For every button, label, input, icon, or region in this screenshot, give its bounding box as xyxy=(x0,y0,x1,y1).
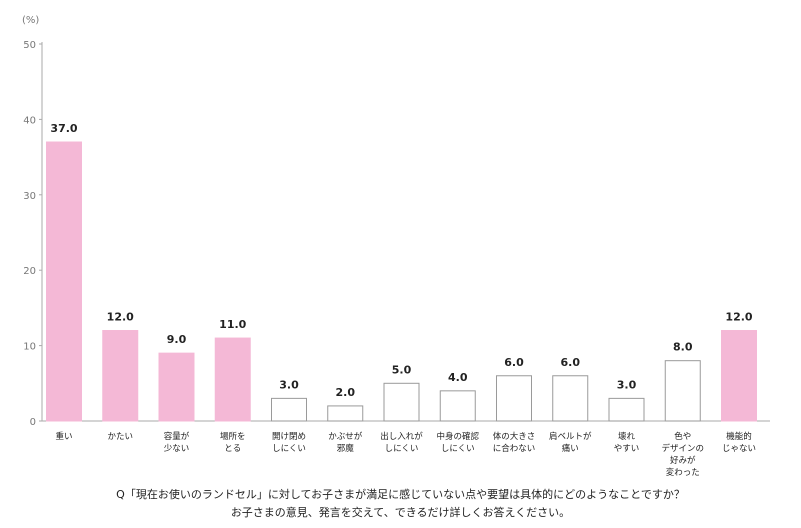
x-category-label: 機能的 xyxy=(726,431,752,442)
bar-value-label: 8.0 xyxy=(673,341,693,354)
bar xyxy=(439,390,476,422)
y-tick-label: 30 xyxy=(23,191,36,202)
x-category-label: 場所を xyxy=(220,431,246,442)
y-axis-unit-label: (%) xyxy=(22,15,39,26)
x-category-label: やすい xyxy=(614,444,640,454)
question-line-2: お子さまの意見、発言を交えて、できるだけ詳しくお答えください。 xyxy=(230,506,571,519)
x-category-label: 少ない xyxy=(164,444,190,454)
bar xyxy=(271,397,307,422)
y-tick-label: 0 xyxy=(30,417,36,428)
bar xyxy=(664,360,701,422)
bar xyxy=(214,337,251,422)
bar-value-label: 6.0 xyxy=(561,356,581,369)
bar xyxy=(158,352,195,422)
y-tick-label: 50 xyxy=(23,40,36,51)
bar xyxy=(46,141,82,422)
x-category-label: 肩ベルトが xyxy=(549,431,592,442)
bar xyxy=(608,397,645,422)
x-category-label: 変わった xyxy=(666,467,700,478)
x-category-label: 色や xyxy=(674,431,691,442)
bar-value-label: 3.0 xyxy=(279,378,299,391)
bar-value-label: 11.0 xyxy=(219,318,246,331)
bar xyxy=(102,330,139,422)
bar-value-label: 12.0 xyxy=(107,311,134,324)
x-category-label: 好みが xyxy=(670,455,696,466)
x-category-label: しにくい xyxy=(385,444,419,454)
x-category-label: かたい xyxy=(107,432,133,442)
x-category-label: じゃない xyxy=(722,444,756,454)
x-category-label: 容量が xyxy=(164,431,190,442)
x-category-label: に合わない xyxy=(493,443,536,454)
x-category-label: 出し入れが xyxy=(380,431,423,442)
bar xyxy=(327,405,364,422)
bar-value-label: 37.0 xyxy=(50,122,77,135)
question-line-1: Q「現在お使いのランドセル」に対してお子さまが満足に感じていない点や要望は具体的… xyxy=(116,488,685,501)
y-tick-label: 20 xyxy=(23,266,36,277)
x-category-label: かぶせが xyxy=(328,431,363,442)
bar-value-label: 5.0 xyxy=(392,363,412,376)
bar xyxy=(552,375,589,422)
x-category-label: しにくい xyxy=(441,444,475,454)
bar-value-label: 4.0 xyxy=(448,371,468,384)
bar xyxy=(496,375,532,422)
bar-value-label: 9.0 xyxy=(167,333,187,346)
bar xyxy=(383,382,420,422)
x-category-label: デザインの xyxy=(661,443,704,454)
bar-value-label: 6.0 xyxy=(504,356,524,369)
bar-value-label: 3.0 xyxy=(617,378,637,391)
x-category-label: 痛い xyxy=(562,443,579,454)
x-category-label: 中身の確認 xyxy=(436,431,479,442)
x-category-label: 壊れ xyxy=(618,431,636,442)
x-category-label: 邪魔 xyxy=(337,443,355,454)
x-category-label: しにくい xyxy=(272,444,306,454)
x-category-label: 体の大きさ xyxy=(493,431,536,442)
x-category-label: 重い xyxy=(55,431,72,442)
bar-value-label: 2.0 xyxy=(336,386,356,399)
x-category-label: とる xyxy=(224,444,241,454)
bar-value-label: 12.0 xyxy=(725,311,752,324)
bar xyxy=(721,330,757,422)
y-tick-label: 10 xyxy=(23,342,36,353)
x-category-label: 開け閉め xyxy=(272,432,306,442)
y-tick-label: 40 xyxy=(23,115,36,126)
